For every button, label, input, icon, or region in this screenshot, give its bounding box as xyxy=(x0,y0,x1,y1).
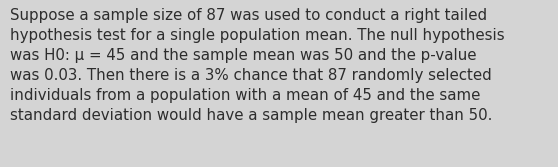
Text: Suppose a sample size of 87 was used to conduct a right tailed
hypothesis test f: Suppose a sample size of 87 was used to … xyxy=(10,8,504,123)
